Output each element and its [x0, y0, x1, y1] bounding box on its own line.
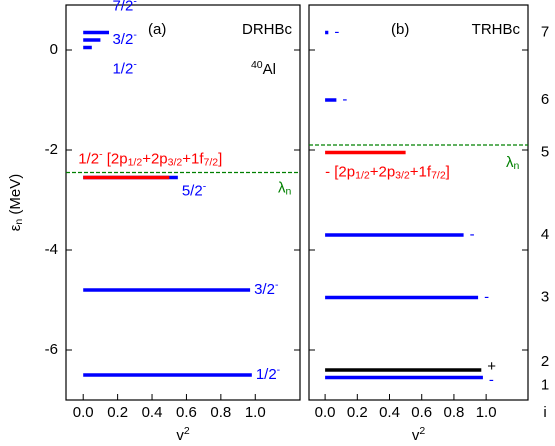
level-label: 1/2- [256, 364, 281, 383]
text-part: 1/2 [112, 60, 133, 77]
level-label: + [487, 358, 496, 375]
level-label: - [489, 371, 494, 388]
text-part: 7/2 [112, 0, 133, 14]
text-part: n [514, 160, 520, 172]
x-tick-label: 0.6 [176, 404, 197, 421]
configuration-label: 1/2- [2p1/2+2p3/2+1f7/2] [78, 148, 222, 168]
level-index: 3 [541, 288, 549, 305]
text-part: 3/2 [254, 281, 275, 298]
y-tick-label: -2 [45, 141, 58, 158]
text-part: 3/2 [168, 157, 183, 169]
x-tick-label: 0.0 [73, 404, 94, 421]
x-tick-label: 0.6 [411, 404, 432, 421]
text-part: 40 [251, 59, 263, 71]
y-axis-label: εn (MeV) [7, 174, 25, 232]
panel-label: (b) [391, 21, 409, 38]
text-part: - [203, 180, 207, 192]
method-label: DRHBc [242, 21, 293, 38]
method-label: TRHBc [472, 21, 521, 38]
x-axis-label: v2 [412, 425, 426, 444]
configuration-label: - [2p1/2+2p3/2+1f7/2] [325, 163, 450, 181]
level-index: 7 [541, 23, 549, 40]
text-part: +2p [142, 150, 167, 167]
level-index: 1 [541, 376, 549, 393]
plot-frame [308, 4, 529, 401]
level-label: - [342, 91, 347, 108]
text-part: ] [218, 150, 222, 167]
x-tick-label: 0.2 [347, 404, 368, 421]
y-tick-label: 0 [50, 41, 58, 58]
level-label: - [334, 23, 339, 40]
x-tick-label: 1.0 [476, 404, 497, 421]
text-part: λ [506, 154, 514, 171]
x-tick-label: 1.0 [245, 404, 266, 421]
text-part: - [133, 58, 137, 70]
text-part: - [334, 23, 339, 40]
level-label: 3/2- [254, 279, 279, 298]
text-part: [2p [103, 150, 128, 167]
level-index: 2 [541, 353, 549, 370]
text-part: - [484, 288, 489, 305]
text-part: +2p [370, 163, 395, 180]
nucleus-label: 40Al [251, 59, 276, 78]
text-part: 7/2 [204, 157, 219, 169]
text-part: - [277, 364, 281, 376]
text-part: ε [7, 224, 24, 231]
text-part: λ [278, 179, 286, 196]
level-label: 1/2- [112, 58, 137, 77]
y-tick-label: -6 [45, 341, 58, 358]
text-part: - [470, 226, 475, 243]
level-label: - [470, 226, 475, 243]
x-tick-label: 0.4 [379, 404, 400, 421]
text-part: - [133, 0, 137, 7]
text-part: - [275, 279, 279, 291]
text-part: n [13, 219, 25, 225]
x-axis-label: v2 [176, 425, 190, 444]
index-axis-label: i [543, 404, 546, 421]
text-part: v [176, 427, 184, 444]
text-part: Al [263, 61, 276, 78]
text-part: - [342, 91, 347, 108]
text-part: ] [446, 163, 450, 180]
x-tick-label: 0.0 [315, 404, 336, 421]
text-part: 2 [419, 425, 425, 437]
text-part: + [487, 358, 496, 375]
text-part: 1/2 [355, 170, 370, 182]
text-part: 3/2 [112, 31, 133, 48]
x-tick-label: 0.4 [142, 404, 163, 421]
y-tick-label: -4 [45, 241, 58, 258]
text-part: 1/2 [78, 150, 99, 167]
level-label: 7/2- [112, 0, 137, 14]
text-part: - [133, 29, 137, 41]
level-label: 5/2- [182, 180, 207, 199]
text-part: - [99, 148, 103, 160]
fermi-label: λn [506, 154, 520, 172]
text-part: - [2p [325, 163, 355, 180]
text-part: 1/2 [256, 366, 277, 383]
plot-frame [65, 4, 301, 401]
panel-label: (a) [148, 21, 166, 38]
x-tick-label: 0.8 [210, 404, 231, 421]
text-part: - [489, 371, 494, 388]
text-part: (MeV) [7, 174, 24, 219]
text-part: 3/2 [395, 170, 410, 182]
level-label: 3/2- [112, 29, 137, 48]
level-index: 5 [541, 143, 549, 160]
text-part: n [286, 186, 292, 198]
level-label: - [484, 288, 489, 305]
text-part: +1f [410, 163, 432, 180]
level-index: 4 [541, 226, 549, 243]
text-part: 1/2 [128, 157, 143, 169]
level-index: 6 [541, 91, 549, 108]
text-part: 7/2 [431, 170, 446, 182]
x-tick-label: 0.2 [107, 404, 128, 421]
x-tick-label: 0.8 [443, 404, 464, 421]
text-part: +1f [182, 150, 204, 167]
fermi-label: λn [278, 179, 292, 197]
text-part: 2 [184, 425, 190, 437]
text-part: 5/2 [182, 182, 203, 199]
text-part: v [412, 427, 420, 444]
